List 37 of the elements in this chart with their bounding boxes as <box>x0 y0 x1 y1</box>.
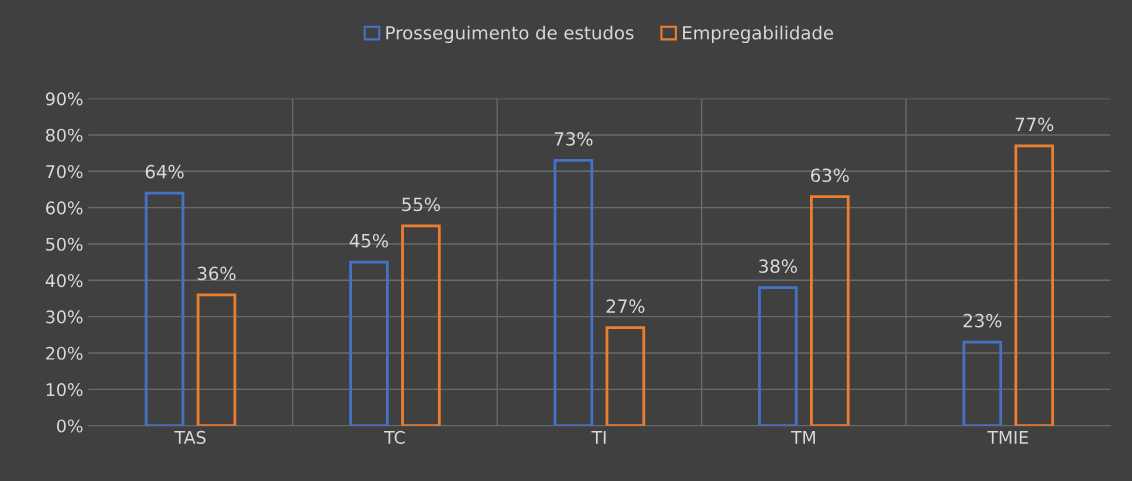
x-tick-label: TC <box>384 430 405 444</box>
y-tick-label: 70% <box>46 165 83 179</box>
y-tick-label: 60% <box>46 201 83 215</box>
x-tick-label: TM <box>790 431 815 444</box>
bar <box>553 159 594 426</box>
y-tick-label: 0% <box>57 419 83 433</box>
data-label: 73% <box>554 132 593 146</box>
x-tick-label: TI <box>591 431 606 444</box>
x-tick-label: TMIE <box>987 431 1028 444</box>
y-tick-label: 80% <box>46 128 83 142</box>
y-tick-label: 10% <box>46 383 83 397</box>
y-tick-label: 20% <box>46 346 83 360</box>
data-label: 38% <box>759 259 797 273</box>
y-tick-label: 40% <box>45 274 83 288</box>
bar <box>196 293 237 426</box>
bar <box>810 195 850 426</box>
bar <box>401 224 441 426</box>
y-tick-label: 90% <box>45 92 83 106</box>
legend-label: Prosseguimento de estudos <box>386 25 634 44</box>
data-label: 23% <box>963 313 1002 328</box>
data-label: 36% <box>197 266 236 281</box>
bar <box>962 340 1003 426</box>
bar <box>1014 144 1055 426</box>
data-label: 64% <box>145 164 184 179</box>
bar <box>605 326 646 426</box>
y-tick-label: 50% <box>46 237 83 251</box>
data-label: 77% <box>1015 117 1054 132</box>
legend-label: Empregabilidade <box>683 25 834 44</box>
data-label: 55% <box>402 197 440 212</box>
data-label: 63% <box>810 168 849 183</box>
data-label: 27% <box>606 299 645 313</box>
bar <box>144 191 185 426</box>
data-label: 45% <box>349 233 389 248</box>
x-tick-label: TAS <box>174 430 206 444</box>
y-tick-label: 30% <box>46 310 83 324</box>
bar <box>758 286 798 426</box>
bar <box>349 260 389 426</box>
